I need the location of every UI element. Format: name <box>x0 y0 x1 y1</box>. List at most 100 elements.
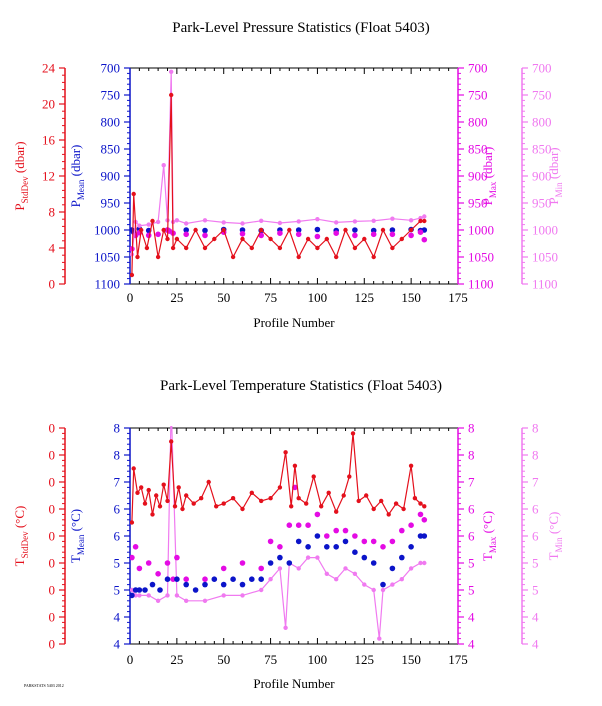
data-point-min <box>174 218 180 223</box>
data-point-mean <box>130 592 135 599</box>
y-tick-label-stddev: 0 <box>49 583 56 598</box>
y-axis-label-unit: (dbar) <box>68 145 83 180</box>
data-point-stddev <box>150 218 155 224</box>
y-axis-label-sub: Mean <box>76 179 86 200</box>
data-point-stddev <box>422 218 427 224</box>
data-point-max <box>421 236 428 243</box>
data-point-stddev <box>305 236 311 242</box>
data-point-mean <box>295 538 302 545</box>
y-tick-label-max: 1100 <box>468 277 494 292</box>
data-point-max <box>421 517 428 523</box>
data-point-stddev <box>249 245 254 251</box>
data-point-min <box>283 625 288 630</box>
data-point-min <box>137 593 142 598</box>
y-tick-label-min: 4 <box>532 610 539 625</box>
y-tick-label-min: 1100 <box>532 277 558 292</box>
plot-frame <box>129 67 459 285</box>
data-point-max <box>399 527 405 534</box>
y-axis-label-max: TMax (°C) <box>480 511 498 561</box>
y-tick-label-mean: 8 <box>114 448 121 463</box>
data-point-max <box>352 533 358 539</box>
data-point-min <box>202 598 208 603</box>
x-tick-label: 0 <box>127 290 134 305</box>
data-point-mean <box>142 587 148 593</box>
data-point-stddev <box>184 245 189 251</box>
data-point-mean <box>314 226 321 233</box>
data-point-min <box>174 593 180 598</box>
data-point-min <box>296 566 301 571</box>
data-point-min <box>277 566 283 571</box>
data-point-mean <box>370 560 377 566</box>
data-point-stddev <box>139 485 144 490</box>
y-tick-label-max: 1000 <box>468 223 494 238</box>
data-point-stddev <box>379 498 384 504</box>
data-point-stddev <box>350 431 356 436</box>
y-tick-label-stddev: 0 <box>49 502 56 517</box>
data-point-mean <box>324 544 330 550</box>
y-axis-label-sub: StdDev <box>20 531 30 559</box>
y-tick-label-stddev: 0 <box>49 610 56 625</box>
x-tick-label: 25 <box>170 290 183 305</box>
data-point-min <box>165 593 170 598</box>
data-point-mean <box>305 544 311 550</box>
series-line-stddev <box>131 433 425 523</box>
y-tick-label-min: 4 <box>532 637 539 652</box>
series-line-min <box>131 71 425 255</box>
y-axis-label-stddev: PStdDev (dbar) <box>12 141 30 210</box>
data-point-max <box>164 560 171 566</box>
data-point-mean <box>202 581 208 588</box>
data-point-stddev <box>214 504 219 509</box>
data-point-max <box>130 554 135 561</box>
data-point-min <box>221 220 226 225</box>
data-point-min <box>184 221 189 226</box>
data-point-max <box>136 565 143 572</box>
plot-frame <box>129 427 459 645</box>
data-point-stddev <box>304 501 309 506</box>
data-point-stddev <box>292 463 298 468</box>
data-point-mean <box>202 227 208 234</box>
data-point-stddev <box>259 498 264 504</box>
data-point-stddev <box>161 227 166 233</box>
data-point-min <box>408 566 414 571</box>
data-point-stddev <box>296 496 301 501</box>
data-point-stddev <box>240 236 245 242</box>
y-tick-label-min: 8 <box>532 448 539 463</box>
data-point-mean <box>267 560 274 566</box>
y-tick-label-min: 750 <box>532 88 552 103</box>
data-point-max <box>408 522 414 528</box>
data-point-stddev <box>135 254 140 260</box>
y-tick-label-stddev: 20 <box>42 97 55 112</box>
data-point-stddev <box>408 227 414 233</box>
x-tick-label: 75 <box>264 652 277 667</box>
data-point-max <box>174 554 180 561</box>
data-point-stddev <box>311 474 316 479</box>
y-tick-label-stddev: 8 <box>49 205 56 220</box>
x-tick-label: 125 <box>355 290 375 305</box>
x-tick-label: 100 <box>308 290 328 305</box>
data-point-stddev <box>399 236 404 242</box>
data-point-min <box>390 216 395 221</box>
y-axis-label-mean: TMean (°C) <box>68 509 86 563</box>
data-point-max <box>145 560 152 566</box>
data-point-stddev <box>202 245 208 251</box>
data-point-stddev <box>277 245 283 251</box>
x-tick-label: 50 <box>217 652 230 667</box>
data-point-max <box>408 232 414 239</box>
data-point-mean <box>174 576 180 582</box>
data-point-max <box>342 527 349 534</box>
data-point-max <box>183 576 189 582</box>
data-point-mean <box>164 576 171 582</box>
data-point-min <box>324 571 329 576</box>
y-tick-label-stddev: 0 <box>49 277 56 292</box>
y-tick-label-stddev: 0 <box>49 637 56 652</box>
data-point-stddev <box>130 520 135 525</box>
chart-title: Park-Level Pressure Statistics (Float 54… <box>172 20 429 36</box>
data-point-min <box>137 223 142 228</box>
data-point-stddev <box>390 245 395 251</box>
y-axis-label-sub: Min <box>554 537 564 553</box>
x-tick-label: 75 <box>264 290 277 305</box>
data-point-min <box>169 69 174 75</box>
y-tick-label-min: 8 <box>532 421 539 436</box>
data-point-stddev <box>199 496 204 501</box>
data-point-min <box>352 219 358 224</box>
